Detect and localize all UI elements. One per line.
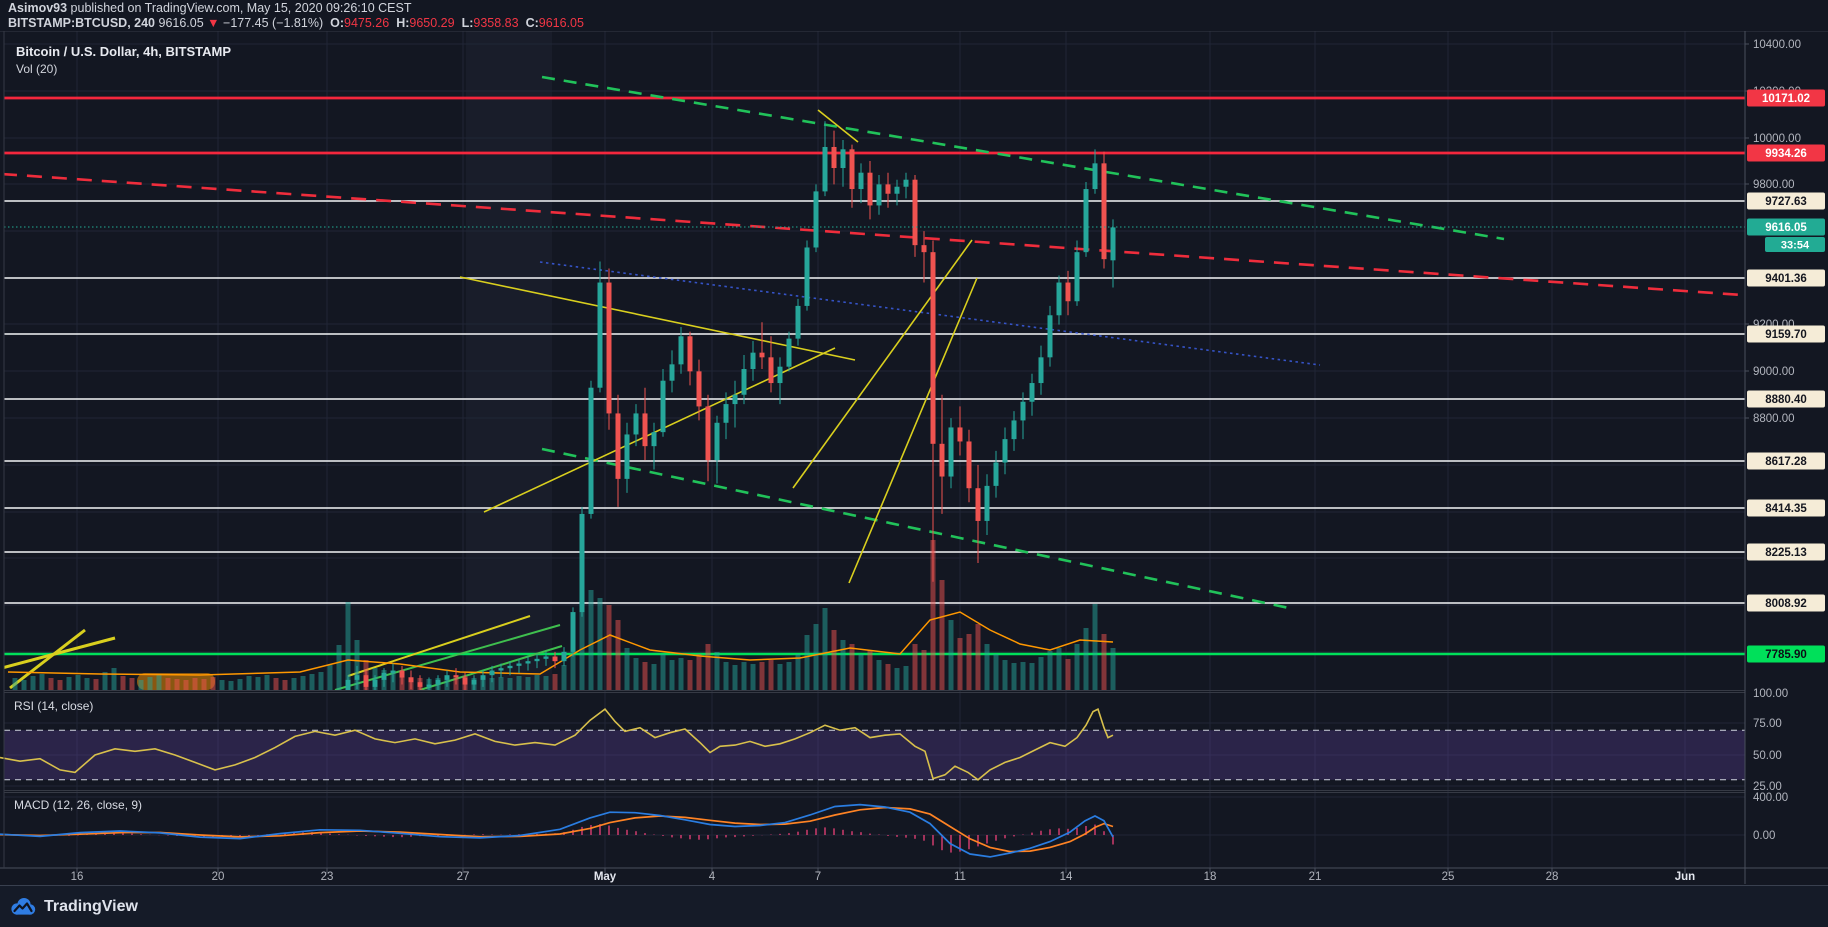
low-label: L: [461, 16, 474, 30]
high-label: H: [396, 16, 410, 30]
svg-text:10400.00: 10400.00 [1753, 39, 1801, 51]
rsi-line [0, 707, 1114, 781]
svg-text:Jun: Jun [1675, 871, 1695, 883]
svg-text:25.00: 25.00 [1753, 781, 1782, 793]
svg-text:11: 11 [954, 871, 966, 883]
svg-text:8225.13: 8225.13 [1765, 547, 1807, 559]
author-name: Asimov93 [8, 1, 68, 15]
highlight-band [466, 31, 552, 690]
svg-text:400.00: 400.00 [1753, 792, 1788, 804]
svg-text:8617.28: 8617.28 [1765, 456, 1807, 468]
volume-ma-line [7, 611, 1114, 676]
svg-text:25: 25 [1442, 871, 1455, 883]
open-label: O: [330, 16, 344, 30]
svg-text:23: 23 [321, 871, 334, 883]
svg-text:7785.90: 7785.90 [1765, 649, 1807, 661]
tradingview-logo-icon[interactable] [10, 896, 36, 918]
svg-text:9159.70: 9159.70 [1765, 329, 1807, 341]
candles-layer [345, 121, 1116, 690]
svg-text:10000.00: 10000.00 [1753, 133, 1801, 145]
price-change: −177.45 (−1.81%) [223, 16, 324, 30]
svg-text:8414.35: 8414.35 [1765, 503, 1807, 515]
low-value: 9358.83 [473, 16, 519, 30]
svg-text:27: 27 [457, 871, 470, 883]
support-resistance-lines [4, 96, 1745, 656]
svg-text:May: May [594, 871, 617, 883]
svg-text:16: 16 [71, 871, 84, 883]
footer: TradingView [0, 885, 1828, 927]
tradingview-brand-text[interactable]: TradingView [44, 898, 138, 915]
rsi-band [4, 730, 1745, 780]
svg-text:28: 28 [1546, 871, 1559, 883]
svg-text:75.00: 75.00 [1753, 718, 1782, 730]
svg-text:100.00: 100.00 [1753, 688, 1788, 700]
svg-text:7: 7 [815, 871, 821, 883]
svg-text:14: 14 [1060, 871, 1073, 883]
svg-text:33:54: 33:54 [1781, 240, 1810, 252]
svg-text:18: 18 [1204, 871, 1217, 883]
svg-text:21: 21 [1309, 871, 1322, 883]
symbol-info: BITSTAMP:BTCUSD, 240 9616.05 ▼ −177.45 (… [8, 16, 584, 30]
svg-text:10171.02: 10171.02 [1762, 93, 1810, 105]
symbol-interval: BITSTAMP:BTCUSD, 240 [8, 16, 156, 30]
svg-text:9800.00: 9800.00 [1753, 179, 1795, 191]
svg-text:0.00: 0.00 [1753, 830, 1775, 842]
svg-text:9000.00: 9000.00 [1753, 366, 1795, 378]
svg-text:9934.26: 9934.26 [1765, 148, 1807, 160]
svg-text:8880.40: 8880.40 [1765, 394, 1807, 406]
price-labels: 10171.02 9934.26 9727.63 9401.36 9159.70 8880… [1747, 89, 1825, 663]
gridlines [4, 31, 1745, 868]
header: Asimov93 published on TradingView.com, M… [0, 0, 1828, 31]
svg-text:8800.00: 8800.00 [1753, 413, 1795, 425]
panel-borders [0, 30, 1828, 884]
close-value: 9616.05 [538, 16, 584, 30]
publish-text: published on TradingView.com, May 15, 20… [67, 1, 412, 15]
svg-text:9727.63: 9727.63 [1765, 196, 1807, 208]
svg-text:20: 20 [212, 871, 225, 883]
trendline-drawings[interactable] [2, 75, 1743, 690]
time-scale[interactable]: 16 20 23 27 May 4 7 11 14 18 21 25 28 Jun [71, 868, 1696, 883]
high-value: 9650.29 [409, 16, 455, 30]
macd-line [0, 803, 1114, 858]
last-price: 9616.05 [158, 16, 204, 30]
svg-text:50.00: 50.00 [1753, 750, 1782, 762]
publish-info: Asimov93 published on TradingView.com, M… [8, 1, 412, 15]
down-arrow-icon: ▼ [207, 16, 220, 30]
svg-text:4: 4 [709, 871, 716, 883]
svg-text:9401.36: 9401.36 [1765, 273, 1807, 285]
close-label: C: [525, 16, 539, 30]
open-value: 9475.26 [344, 16, 390, 30]
svg-text:8008.92: 8008.92 [1765, 598, 1807, 610]
svg-text:9616.05: 9616.05 [1765, 222, 1807, 234]
